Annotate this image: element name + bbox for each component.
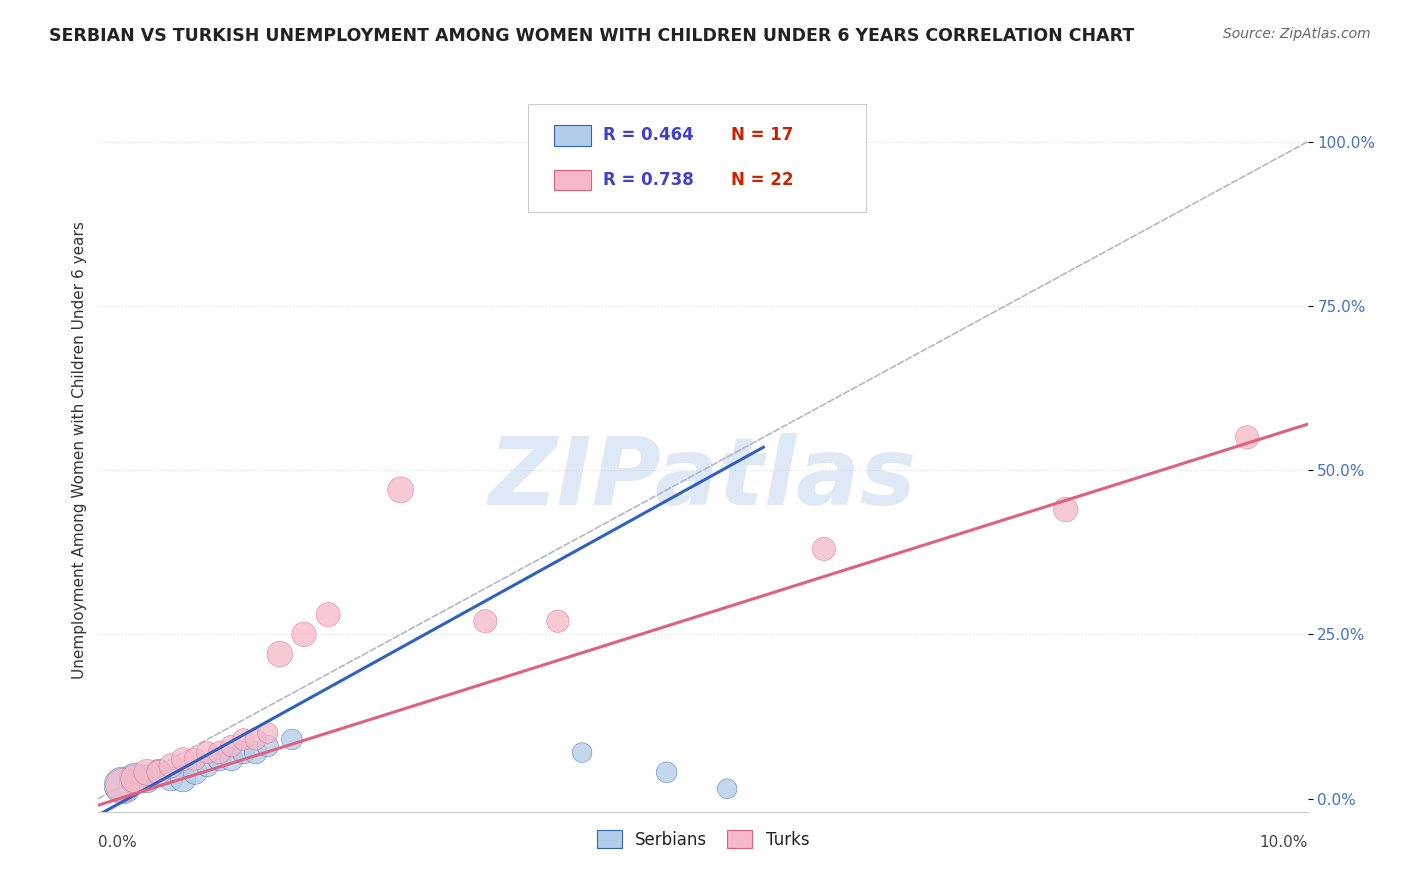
- Point: [474, 614, 496, 628]
- Y-axis label: Unemployment Among Women with Children Under 6 years: Unemployment Among Women with Children U…: [72, 221, 87, 680]
- Point: [148, 765, 170, 780]
- Point: [292, 627, 315, 641]
- Point: [256, 739, 278, 753]
- Point: [208, 746, 231, 760]
- Point: [256, 726, 278, 740]
- Point: [813, 541, 835, 556]
- Point: [195, 746, 218, 760]
- Point: [172, 772, 194, 786]
- Point: [245, 746, 267, 760]
- Point: [316, 607, 339, 622]
- Point: [389, 483, 412, 497]
- Point: [547, 614, 569, 628]
- Point: [160, 758, 183, 772]
- Point: [184, 765, 207, 780]
- Point: [111, 779, 134, 793]
- Point: [1236, 430, 1258, 444]
- Point: [195, 758, 218, 772]
- Point: [232, 732, 254, 747]
- Text: SERBIAN VS TURKISH UNEMPLOYMENT AMONG WOMEN WITH CHILDREN UNDER 6 YEARS CORRELAT: SERBIAN VS TURKISH UNEMPLOYMENT AMONG WO…: [49, 27, 1135, 45]
- Point: [221, 739, 243, 753]
- Text: R = 0.738: R = 0.738: [603, 171, 693, 189]
- FancyBboxPatch shape: [554, 170, 591, 190]
- Point: [245, 732, 267, 747]
- Point: [135, 772, 157, 786]
- Point: [172, 752, 194, 766]
- Legend: Serbians, Turks: Serbians, Turks: [591, 823, 815, 855]
- Point: [184, 752, 207, 766]
- Point: [124, 772, 146, 786]
- Point: [124, 772, 146, 786]
- Point: [135, 765, 157, 780]
- Text: R = 0.464: R = 0.464: [603, 127, 693, 145]
- Point: [281, 732, 304, 747]
- Point: [111, 779, 134, 793]
- Point: [571, 746, 593, 760]
- FancyBboxPatch shape: [527, 103, 866, 212]
- Text: N = 17: N = 17: [731, 127, 793, 145]
- Point: [148, 765, 170, 780]
- Point: [221, 752, 243, 766]
- Point: [160, 772, 183, 786]
- Text: ZIPatlas: ZIPatlas: [489, 434, 917, 525]
- Point: [655, 765, 678, 780]
- Point: [716, 781, 738, 796]
- Text: 0.0%: 0.0%: [98, 835, 138, 850]
- Text: 10.0%: 10.0%: [1260, 835, 1308, 850]
- Point: [1054, 502, 1077, 516]
- Text: N = 22: N = 22: [731, 171, 793, 189]
- Point: [208, 752, 231, 766]
- Text: Source: ZipAtlas.com: Source: ZipAtlas.com: [1223, 27, 1371, 41]
- Point: [232, 746, 254, 760]
- Point: [269, 647, 291, 661]
- FancyBboxPatch shape: [554, 126, 591, 145]
